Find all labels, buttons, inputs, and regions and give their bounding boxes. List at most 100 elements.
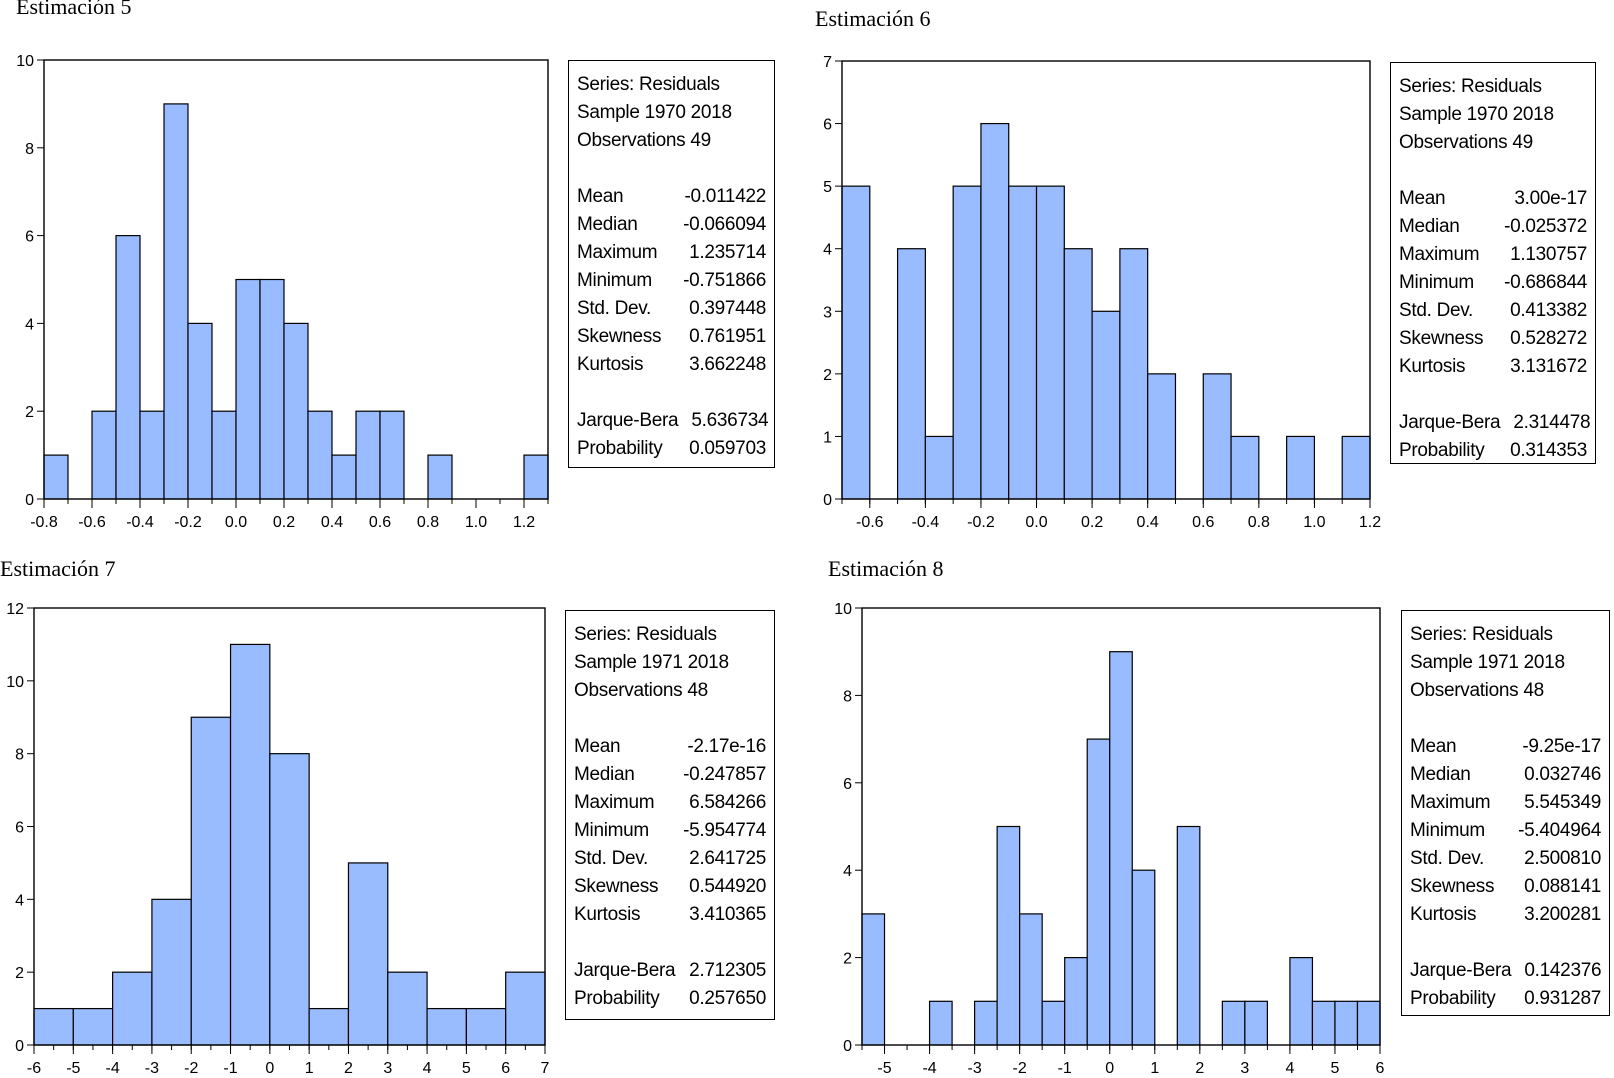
chart-6-x-tick-label: 0.4 [1137,514,1159,531]
chart-6-bar [1230,435,1260,500]
stats-row-kurtosis: Kurtosis 3.200281 [1410,901,1601,929]
stats-series: Series: Residuals [1399,76,1542,97]
chart-8-y-tick-label: 2 [843,951,852,968]
stats-label: Jarque-Bera [574,960,676,981]
chart-5-x-tick-label: -0.2 [174,514,202,531]
stats-label: Jarque-Bera [577,410,679,431]
chart-7-x-tick-label: 3 [383,1060,392,1077]
stats-row-minimum: Minimum -0.686844 [1399,269,1587,297]
stats-row-minimum: Minimum -0.751866 [577,267,766,295]
chart-8-bar [1244,1000,1268,1046]
stats-row-probability: Probability 0.059703 [577,435,766,463]
panel-title-estimacion-8: Estimación 8 [828,556,944,581]
chart-7-bar [112,971,153,1046]
chart-7-x-tick-label: 7 [541,1060,550,1077]
chart-5-y-tick-label: 0 [25,492,34,509]
stats-label: Skewness [574,876,659,897]
stats-value: -0.686844 [1504,272,1587,293]
stats-value: 0.761951 [689,326,766,347]
stats-label: Skewness [1399,328,1484,349]
stats-value: 6.584266 [689,792,766,813]
chart-7-x-tick-label: 6 [501,1060,510,1077]
chart-5-bar [139,410,165,500]
stats-sample: Sample 1970 2018 [1399,104,1554,125]
stats-label: Kurtosis [1399,356,1466,377]
stats-value: 0.314353 [1510,440,1587,461]
stats-value: 2.712305 [689,960,766,981]
stats-value: 0.088141 [1524,876,1601,897]
stats-box-estimacion-7: Series: Residuals Sample 1971 2018 Obser… [565,610,775,1020]
chart-7-y-tick-label: 8 [15,747,24,764]
chart-6-x-tick-label: -0.6 [856,514,884,531]
stats-label: Mean [574,736,621,757]
stats-row-std-dev: Std. Dev. 0.397448 [577,295,766,323]
chart-8-y-tick-label: 10 [834,601,852,618]
chart-8-plot-frame [861,607,1381,1046]
chart-8-bar [996,825,1021,1046]
chart-6-bar [1202,373,1232,500]
stats-row-std-dev: Std. Dev. 2.500810 [1410,845,1601,873]
chart-8-x-tick-label: -2 [1013,1060,1027,1077]
stats-value: 0.413382 [1510,300,1587,321]
chart-7-x-tick-label: 2 [344,1060,353,1077]
chart-8-bar [1176,825,1201,1046]
stats-value: 1.130757 [1510,244,1587,265]
stats-value: 2.314478 [1513,412,1591,433]
stats-row-kurtosis: Kurtosis 3.131672 [1399,353,1587,381]
chart-6-bar [841,185,871,500]
chart-5-y-tick-label: 8 [25,141,34,158]
chart-6-plot-frame [841,60,1371,500]
stats-row-median: Median 0.032746 [1410,761,1601,789]
stats-row-maximum: Maximum 6.584266 [574,789,766,817]
stats-row-median: Median -0.066094 [577,211,766,239]
chart-5-plot-frame [43,59,549,500]
chart-5-y-tick-label: 6 [25,229,34,246]
stats-value: -2.17e-16 [687,736,766,757]
chart-5-bar [43,454,69,500]
chart-6-bar [1341,435,1371,500]
stats-row-skewness: Skewness 0.088141 [1410,873,1601,901]
chart-5-x-tick-label: -0.8 [30,514,58,531]
chart-6-x-tick-label: 1.2 [1359,514,1381,531]
chart-6-bar [924,435,954,500]
chart-5-bar [235,278,261,500]
chart-7-x-tick-label: -6 [27,1060,41,1077]
chart-5-x-tick-label: 0.8 [417,514,439,531]
chart-5-x-tick-label: -0.6 [78,514,106,531]
chart-7-bar [190,716,232,1046]
stats-observations: Observations 48 [574,680,708,701]
chart-7-bar [465,1007,507,1046]
stats-value: 2.500810 [1524,848,1601,869]
stats-label: Maximum [1399,244,1480,265]
chart-5-bar [307,410,333,500]
chart-7-x-tick-label: -4 [105,1060,119,1077]
stats-label: Median [577,214,638,235]
chart-7-x-tick-label: -3 [145,1060,159,1077]
stats-label: Maximum [574,792,655,813]
stats-value: -0.247857 [683,764,766,785]
stats-row-kurtosis: Kurtosis 3.410365 [574,901,766,929]
stats-row-maximum: Maximum 5.545349 [1410,789,1601,817]
chart-7-bar [33,1007,74,1046]
stats-label: Kurtosis [574,904,641,925]
chart-7-y-tick-label: 12 [6,601,24,618]
chart-7-x-tick-label: -1 [223,1060,237,1077]
stats-row-jarque-bera: Jarque-Bera 2.712305 [574,957,766,985]
stats-box-estimacion-6: Series: Residuals Sample 1970 2018 Obser… [1390,62,1596,464]
chart-8-bar [861,913,886,1046]
stats-sample: Sample 1970 2018 [577,102,732,123]
chart-8-y-tick-label: 4 [843,863,852,880]
chart-5-bar [211,410,237,500]
chart-7-bar [387,971,428,1046]
chart-6-x-tick-label: -0.4 [912,514,940,531]
chart-8-x-tick-label: 3 [1240,1060,1249,1077]
chart-6-y-tick-label: 4 [823,242,832,259]
chart-8-x-tick-label: 1 [1150,1060,1159,1077]
stats-row-jarque-bera: Jarque-Bera 5.636734 [577,407,769,435]
chart-7-y-tick-label: 6 [15,820,24,837]
stats-label: Maximum [577,242,658,263]
chart-7-bar [229,643,271,1046]
chart-5-x-tick-label: 0.2 [273,514,295,531]
stats-value: 3.200281 [1524,904,1601,925]
